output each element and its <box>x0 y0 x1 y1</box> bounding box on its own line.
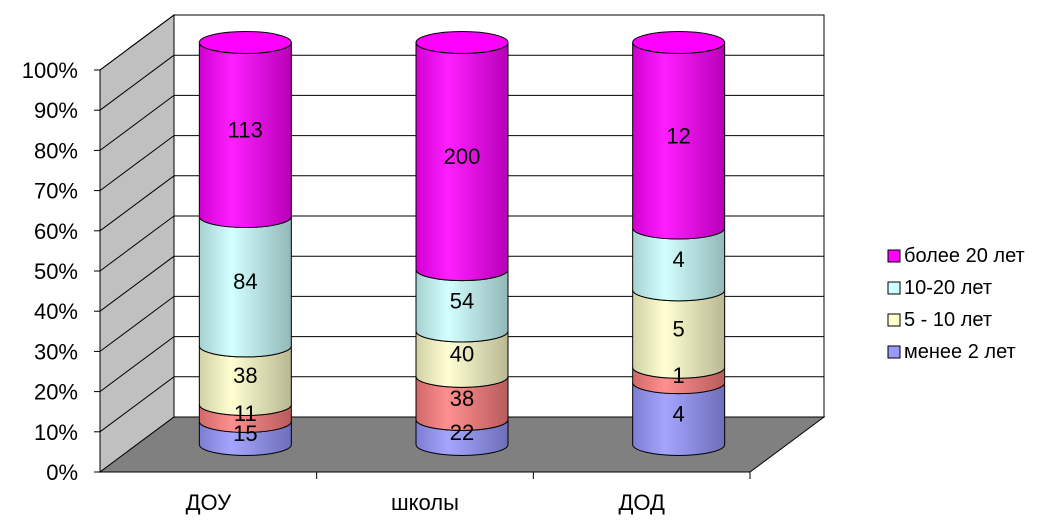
data-label: 22 <box>450 420 474 445</box>
legend-label: более 20 лет <box>904 245 1025 267</box>
data-label: 200 <box>444 144 481 169</box>
y-tick-label: 80% <box>34 138 78 163</box>
bar-top-cap <box>198 31 292 54</box>
gridline-side <box>99 94 175 151</box>
gridline-side <box>99 295 175 352</box>
gridline-side <box>99 175 175 232</box>
legend-swatch <box>887 249 901 263</box>
data-label: 12 <box>666 123 690 148</box>
y-tick-label: 70% <box>34 179 78 204</box>
y-tick-label: 90% <box>34 98 78 123</box>
data-label: 113 <box>228 118 263 143</box>
data-label: 54 <box>450 288 474 313</box>
legend-label: 10-20 лет <box>904 277 992 299</box>
data-label: 4 <box>673 247 685 272</box>
gridline-side <box>99 54 175 111</box>
gridline-side <box>99 376 175 433</box>
y-tick-label: 60% <box>34 219 78 244</box>
gridline-side <box>99 336 175 393</box>
data-label: 40 <box>450 342 474 367</box>
legend-label: менее 2 лет <box>904 341 1016 363</box>
data-label: 84 <box>233 269 257 294</box>
gridline-side <box>99 215 175 272</box>
data-label: 1 <box>673 363 685 388</box>
x-tick-label: ДОД <box>618 490 665 515</box>
legend-label: 5 - 10 лет <box>904 309 992 331</box>
gridline-side <box>99 135 175 192</box>
x-tick-label: школы <box>391 490 459 515</box>
y-tick-label: 0% <box>46 460 78 485</box>
data-label: 15 <box>233 421 257 446</box>
bar-top-cap <box>415 31 509 54</box>
bar-top-cap <box>632 31 726 54</box>
data-label: 38 <box>450 386 474 411</box>
legend-swatch <box>887 313 901 327</box>
gridline-side <box>99 255 175 312</box>
data-label: 11 <box>234 401 257 426</box>
legend-swatch <box>887 281 901 295</box>
y-tick-label: 10% <box>34 420 78 445</box>
x-tick-label: ДОУ <box>186 490 233 515</box>
legend-swatch <box>887 345 901 359</box>
y-tick-label: 30% <box>34 339 78 364</box>
gridline-side <box>99 14 175 71</box>
data-label: 4 <box>673 402 685 427</box>
y-tick-label: 100% <box>22 58 78 83</box>
y-tick-label: 40% <box>34 299 78 324</box>
data-label: 5 <box>673 317 685 342</box>
data-label: 38 <box>233 363 257 388</box>
y-tick-label: 50% <box>34 259 78 284</box>
y-tick-label: 20% <box>34 380 78 405</box>
